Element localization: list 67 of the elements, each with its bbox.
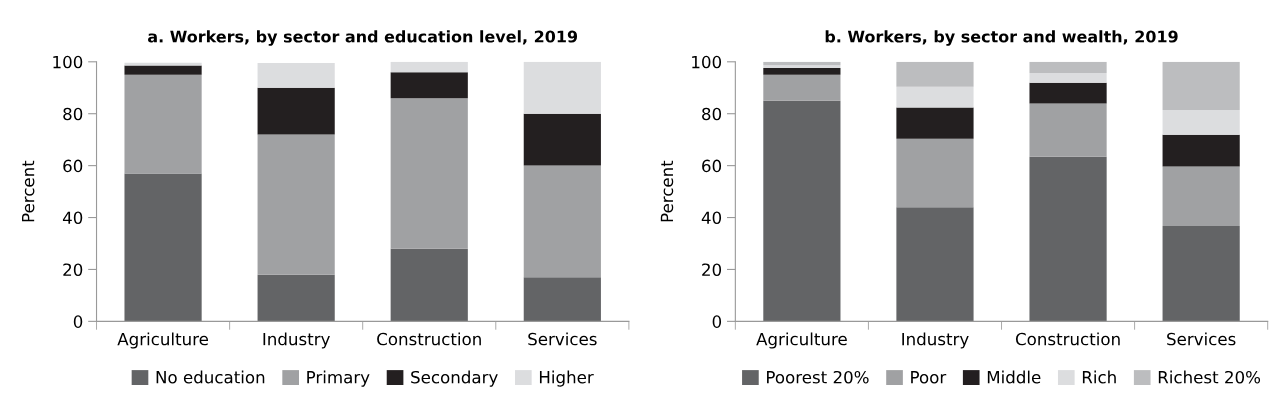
bar <box>257 87 335 135</box>
x-tick-label: Agriculture <box>756 332 847 349</box>
y-tick-label: 80 <box>702 107 722 121</box>
bar <box>523 61 601 114</box>
bar <box>390 72 468 99</box>
legend-label: Richest 20% <box>1158 370 1261 384</box>
y-tick-label: 0 <box>73 315 83 328</box>
bar <box>763 65 841 69</box>
bar <box>257 274 335 322</box>
legend-label: Secondary <box>411 370 498 387</box>
bar <box>124 65 202 75</box>
bar <box>896 107 974 139</box>
bar <box>1162 61 1240 111</box>
x-tick-label: Services <box>1167 332 1236 346</box>
bar <box>390 61 468 73</box>
bar <box>1029 72 1107 83</box>
legend-label: Middle <box>987 370 1041 384</box>
y-tick-label: 100 <box>692 55 722 69</box>
x-tick-label: Services <box>528 332 597 346</box>
legend-label: Poor <box>911 371 947 384</box>
bar <box>390 248 468 322</box>
chart-title: a. Workers, by sector and education level, 2019 <box>148 30 578 46</box>
y-tick-label: 40 <box>701 211 722 225</box>
y-tick-label: 60 <box>63 159 83 173</box>
bar <box>1162 134 1240 167</box>
y-axis-title: Percent <box>22 160 35 222</box>
y-tick-label: 40 <box>62 211 83 225</box>
bar <box>763 68 841 75</box>
bar <box>896 61 974 87</box>
legend-label: Poorest 20% <box>767 370 869 384</box>
bar <box>523 165 601 278</box>
y-tick-label: 20 <box>63 263 83 277</box>
bar <box>1029 82 1107 104</box>
y-axis-title: Percent <box>660 160 674 222</box>
bar <box>257 63 335 88</box>
chart-title: b. Workers, by sector and wealth, 2019 <box>825 30 1178 46</box>
x-tick-label: Construction <box>1015 332 1120 346</box>
legend-label: Higher <box>539 370 594 387</box>
x-tick-label: Construction <box>377 332 481 346</box>
legend-label: Rich <box>1082 370 1116 384</box>
bar <box>896 86 974 108</box>
x-tick-label: Industry <box>263 332 330 349</box>
bar <box>763 100 841 322</box>
bar <box>1162 166 1240 227</box>
bar <box>257 134 335 275</box>
bar <box>896 138 974 208</box>
bar <box>1162 226 1240 322</box>
bar <box>763 74 841 101</box>
x-tick-label: Industry <box>902 332 969 349</box>
bar <box>896 207 974 322</box>
bar <box>1029 61 1107 73</box>
y-tick-label: 80 <box>63 107 83 121</box>
bar <box>124 173 202 322</box>
legend-label: No education <box>156 370 265 384</box>
bar <box>1029 156 1107 322</box>
bar <box>124 74 202 174</box>
x-tick-label: Agriculture <box>117 332 209 349</box>
y-tick-label: 100 <box>53 55 83 69</box>
y-tick-label: 60 <box>702 159 722 173</box>
bar <box>523 277 601 322</box>
bar <box>1029 103 1107 157</box>
y-tick-label: 20 <box>702 263 722 277</box>
legend-label: Primary <box>307 370 370 387</box>
bar <box>1162 110 1240 135</box>
bar <box>390 98 468 249</box>
y-tick-label: 0 <box>712 315 722 328</box>
bar <box>523 113 601 166</box>
